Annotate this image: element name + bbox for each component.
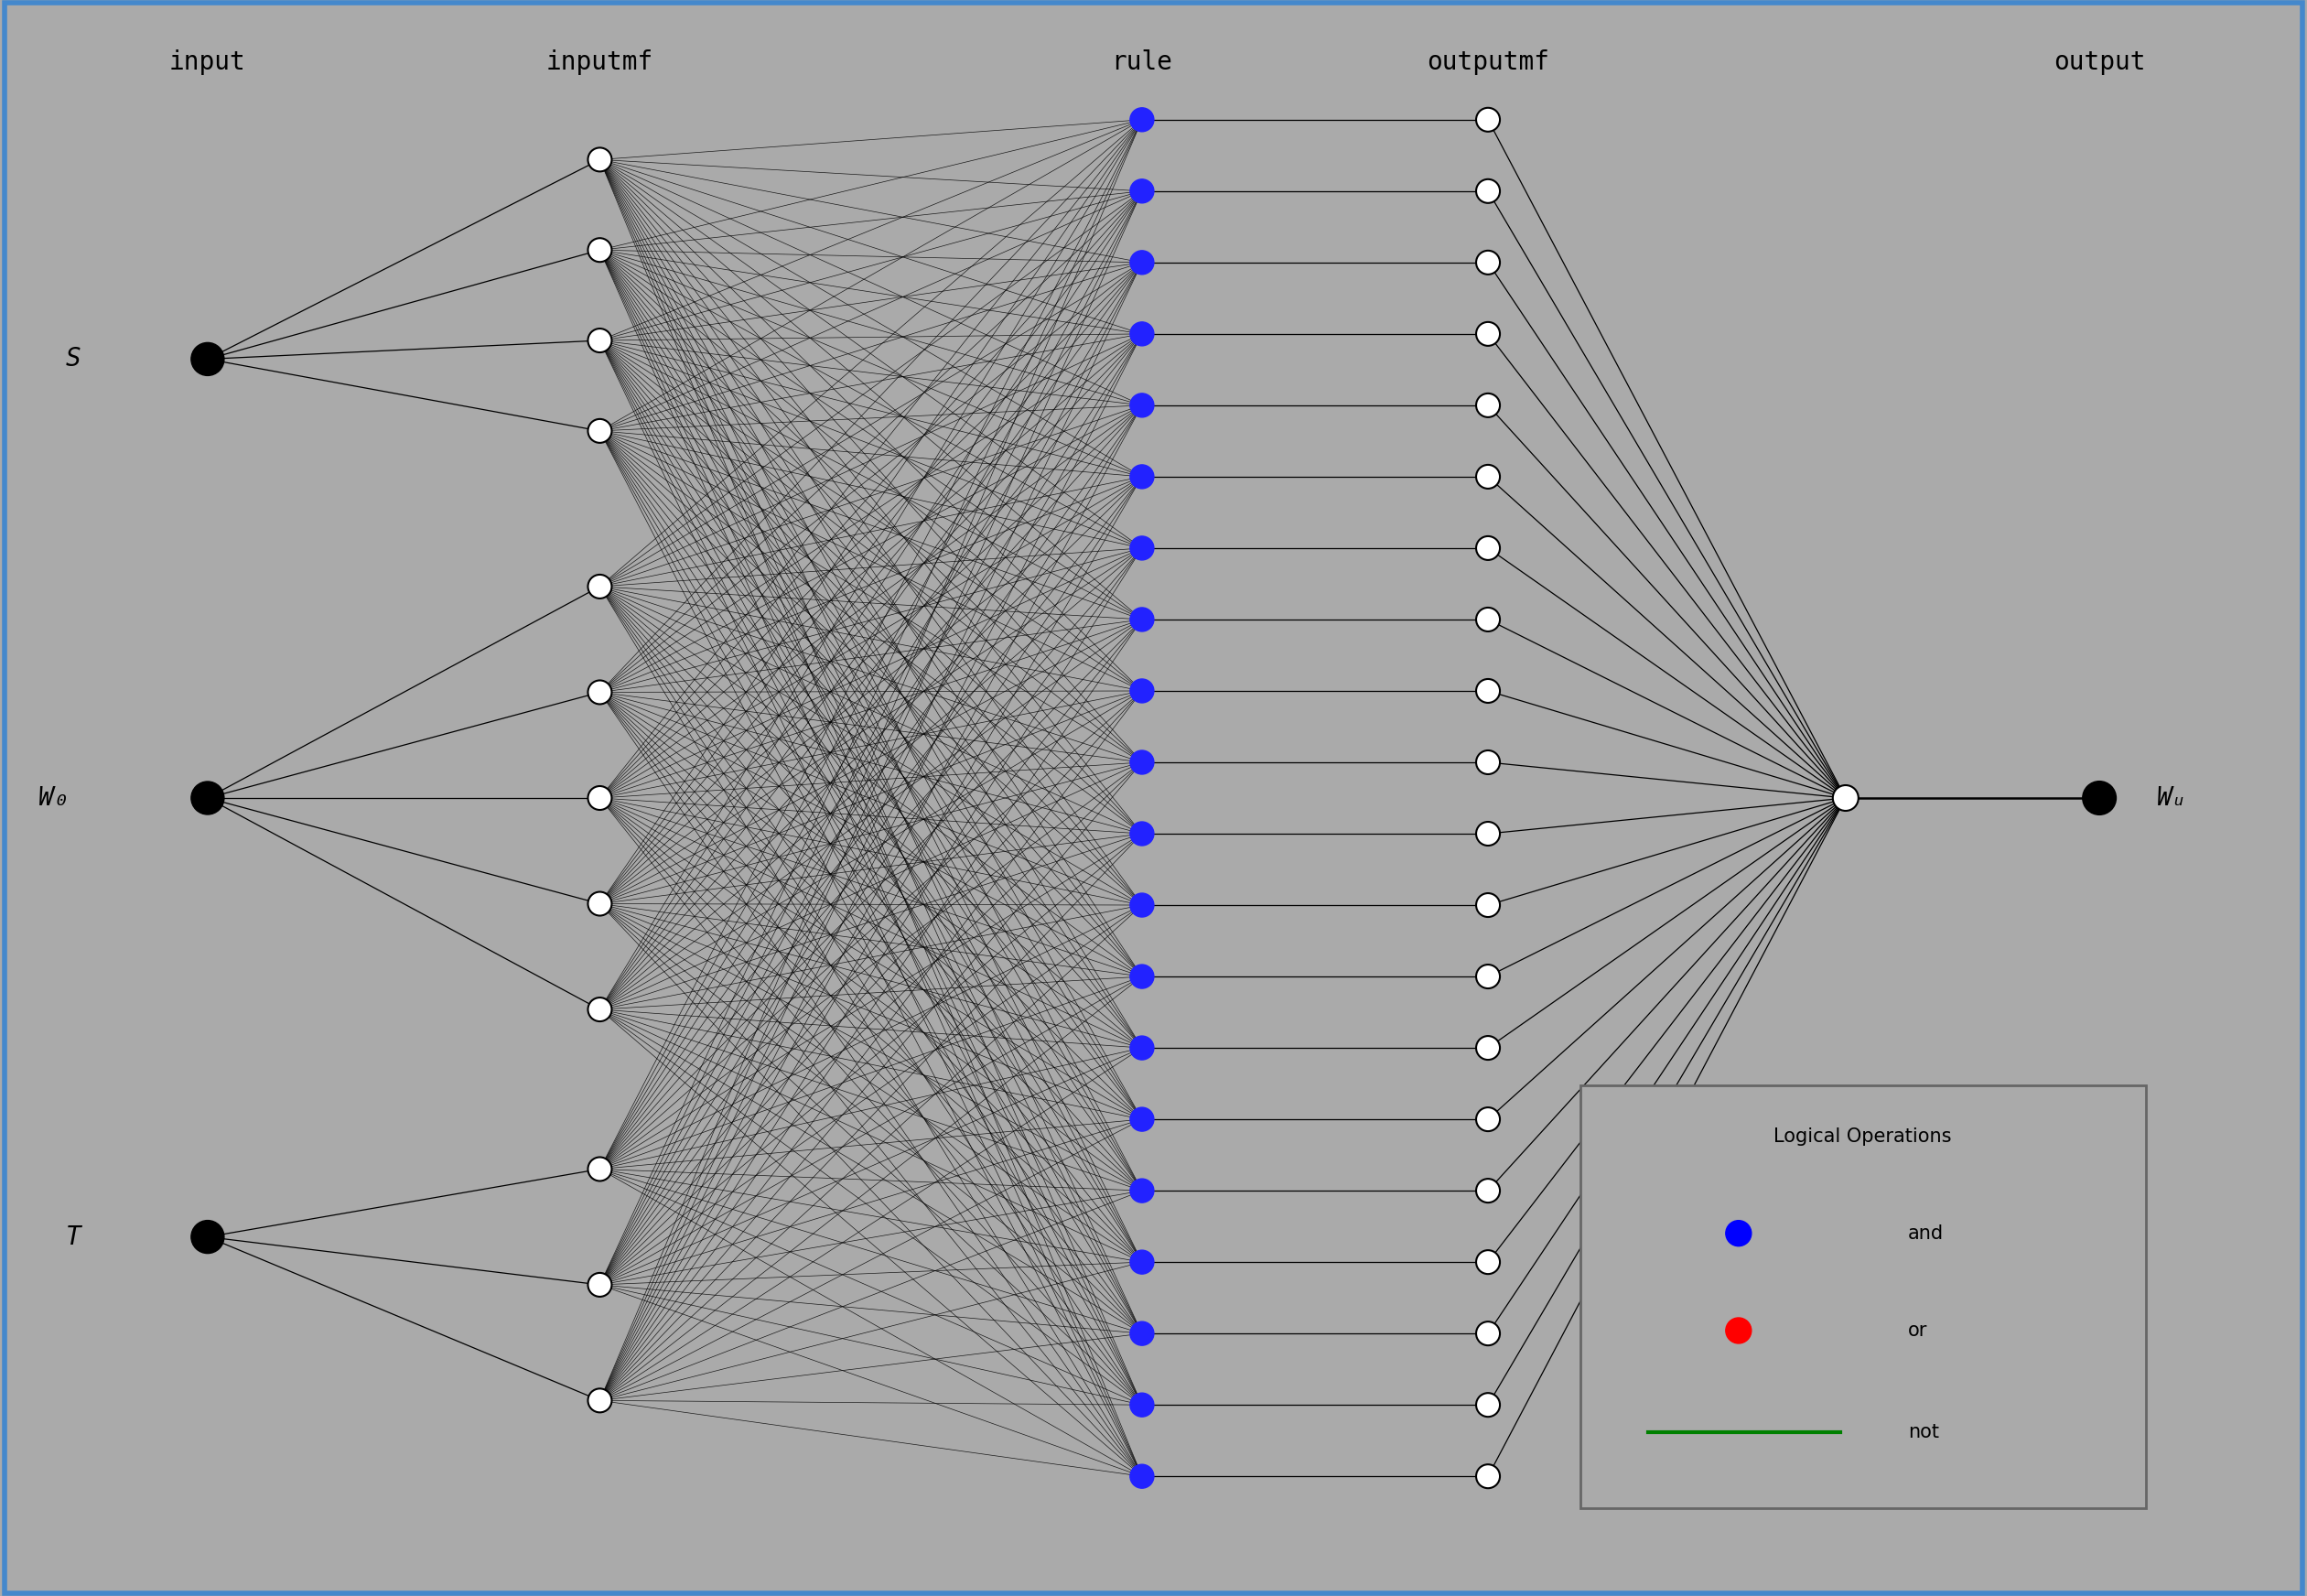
- Circle shape: [1476, 1465, 1500, 1487]
- Text: Logical Operations: Logical Operations: [1774, 1127, 1952, 1146]
- Bar: [1580, 1085, 2146, 1508]
- Circle shape: [1476, 322, 1500, 346]
- Circle shape: [1476, 179, 1500, 203]
- Circle shape: [1476, 964, 1500, 988]
- Circle shape: [1476, 393, 1500, 417]
- Circle shape: [1130, 608, 1154, 632]
- Circle shape: [1476, 1321, 1500, 1345]
- Circle shape: [1130, 894, 1154, 918]
- Circle shape: [1476, 750, 1500, 774]
- Circle shape: [588, 1157, 611, 1181]
- Circle shape: [588, 787, 611, 809]
- Circle shape: [1476, 1393, 1500, 1417]
- Circle shape: [1130, 678, 1154, 702]
- Circle shape: [1130, 536, 1154, 560]
- Circle shape: [1130, 1250, 1154, 1274]
- Text: Wᵤ: Wᵤ: [2157, 785, 2187, 811]
- Text: and: and: [1908, 1224, 1945, 1242]
- Circle shape: [1130, 1465, 1154, 1487]
- Text: or: or: [1908, 1321, 1929, 1339]
- Circle shape: [1130, 393, 1154, 417]
- Circle shape: [1130, 750, 1154, 774]
- Text: rule: rule: [1112, 49, 1172, 75]
- Circle shape: [191, 343, 224, 375]
- Circle shape: [1130, 322, 1154, 346]
- Text: inputmf: inputmf: [547, 49, 653, 75]
- Circle shape: [588, 680, 611, 704]
- Circle shape: [1476, 894, 1500, 918]
- Circle shape: [588, 1389, 611, 1412]
- Circle shape: [191, 1221, 224, 1253]
- Text: W₀: W₀: [39, 785, 69, 811]
- Circle shape: [191, 782, 224, 814]
- Circle shape: [1476, 1036, 1500, 1060]
- Circle shape: [1476, 464, 1500, 488]
- Circle shape: [1130, 964, 1154, 988]
- Circle shape: [588, 1274, 611, 1296]
- Circle shape: [588, 148, 611, 171]
- Text: input: input: [168, 49, 247, 75]
- Circle shape: [1476, 251, 1500, 275]
- Circle shape: [588, 420, 611, 442]
- Text: output: output: [2053, 49, 2146, 75]
- Circle shape: [1476, 536, 1500, 560]
- Circle shape: [1130, 1108, 1154, 1132]
- Circle shape: [1130, 1179, 1154, 1203]
- Circle shape: [1476, 109, 1500, 131]
- Circle shape: [1476, 1179, 1500, 1203]
- Circle shape: [1476, 608, 1500, 632]
- Circle shape: [1832, 785, 1859, 811]
- Circle shape: [588, 238, 611, 262]
- Circle shape: [1476, 1250, 1500, 1274]
- Text: S: S: [65, 346, 81, 372]
- Circle shape: [1130, 1393, 1154, 1417]
- Circle shape: [588, 575, 611, 598]
- Circle shape: [588, 892, 611, 916]
- Circle shape: [1130, 1321, 1154, 1345]
- Circle shape: [1726, 1318, 1751, 1344]
- Circle shape: [1476, 1108, 1500, 1132]
- Circle shape: [588, 329, 611, 353]
- Circle shape: [1130, 109, 1154, 131]
- Circle shape: [1130, 822, 1154, 846]
- Circle shape: [1130, 1036, 1154, 1060]
- Text: outputmf: outputmf: [1426, 49, 1550, 75]
- Text: T: T: [65, 1224, 81, 1250]
- Circle shape: [1130, 464, 1154, 488]
- Circle shape: [2083, 782, 2116, 814]
- Circle shape: [1130, 179, 1154, 203]
- Text: not: not: [1908, 1424, 1940, 1441]
- Circle shape: [1130, 251, 1154, 275]
- Circle shape: [1726, 1221, 1751, 1246]
- Circle shape: [588, 998, 611, 1021]
- Circle shape: [1476, 678, 1500, 702]
- Circle shape: [1476, 822, 1500, 846]
